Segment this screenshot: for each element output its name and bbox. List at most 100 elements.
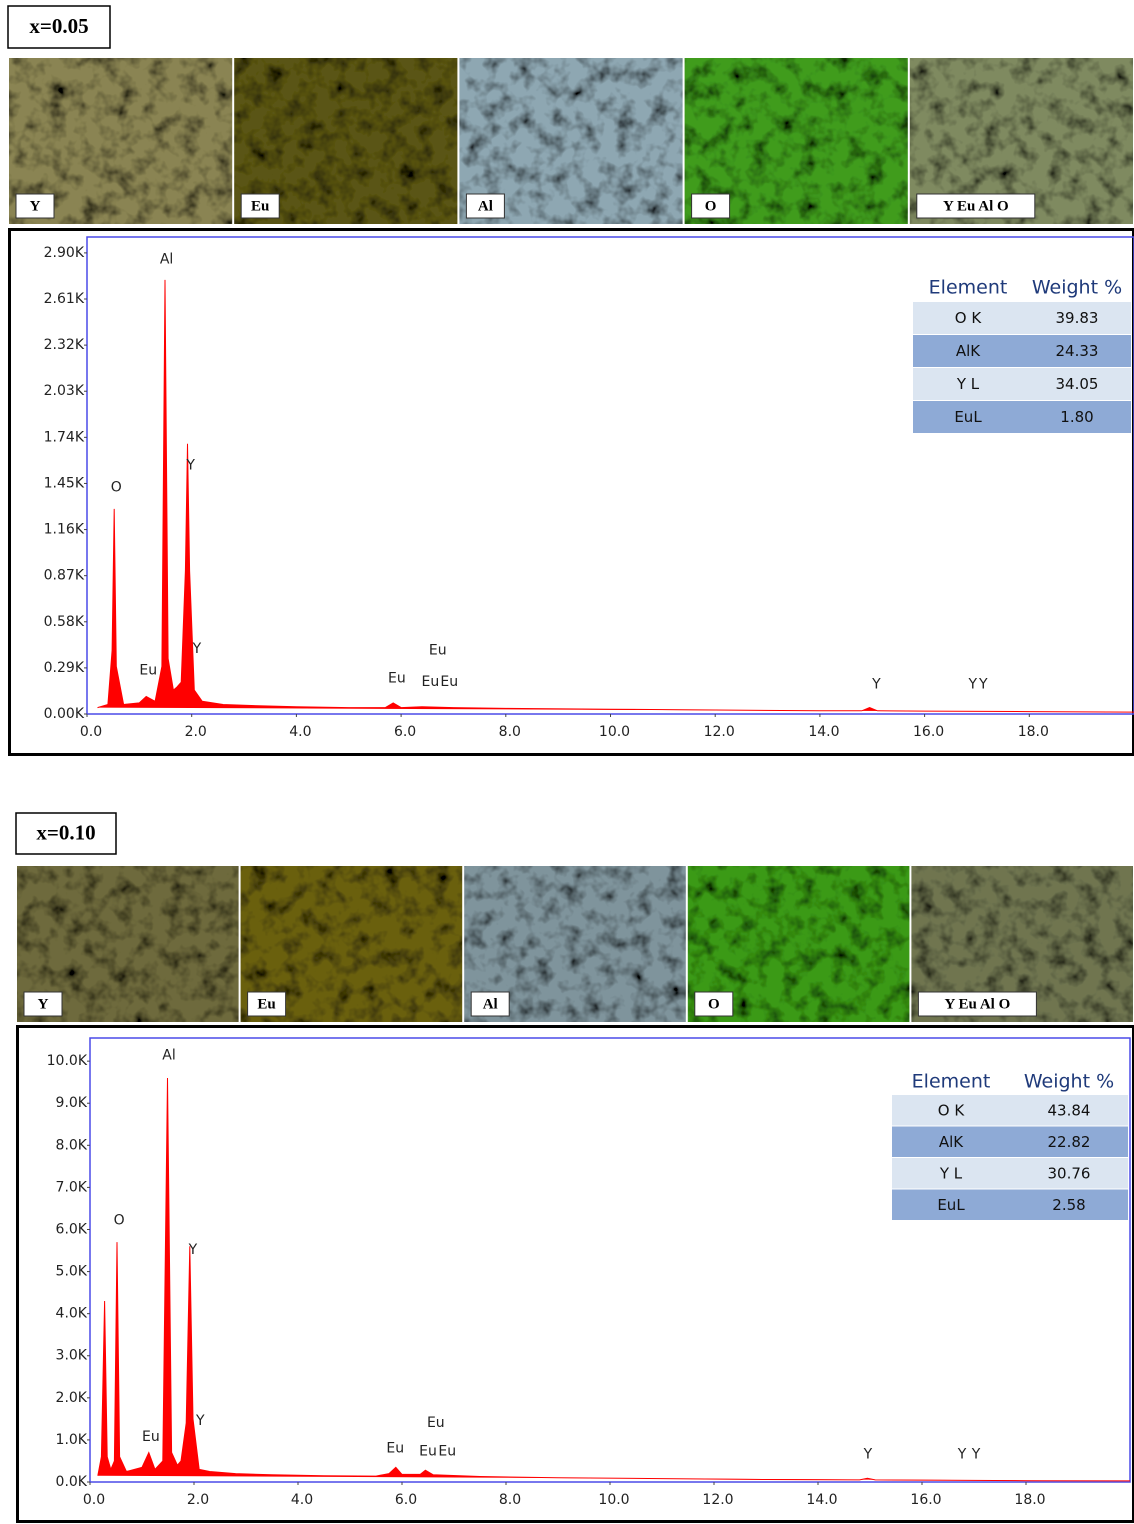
x-tick-label: 10.0 (598, 1492, 629, 1508)
table-cell: 30.76 (1048, 1164, 1091, 1182)
table-cell: 34.05 (1056, 375, 1099, 393)
peak-label: Al (160, 252, 173, 268)
y-tick-label: 0.29K (44, 660, 85, 676)
peak-label: Y (871, 676, 881, 692)
y-tick-label: 5.0K (56, 1264, 88, 1280)
y-tick-label: 1.74K (44, 429, 85, 445)
map-label: Al (483, 996, 498, 1012)
table-row (892, 1127, 1128, 1158)
y-tick-label: 1.16K (44, 522, 85, 538)
table-cell: 22.82 (1048, 1133, 1091, 1151)
table-cell: O K (938, 1101, 966, 1119)
peak-label: Eu (388, 670, 406, 686)
table-cell: Y L (939, 1164, 963, 1182)
peak-label: Y (192, 641, 202, 657)
peak-label: Y (185, 458, 195, 474)
y-tick-label: 0.87K (44, 568, 85, 584)
peak-label: Y (967, 676, 977, 692)
table-header: Element (929, 277, 1008, 299)
x-tick-label: 12.0 (704, 724, 735, 740)
table-header: Element (912, 1071, 991, 1093)
y-tick-label: 1.0K (56, 1432, 88, 1448)
map-label: O (708, 996, 720, 1012)
y-tick-label: 10.0K (47, 1053, 88, 1069)
y-tick-label: 1.45K (44, 475, 85, 491)
table-cell: EuL (954, 408, 982, 426)
map-label: O (705, 198, 717, 214)
x-tick-label: 4.0 (291, 1492, 313, 1508)
map-label: Eu (251, 198, 269, 214)
table-cell: EuL (937, 1196, 965, 1214)
peak-label: Y (971, 1446, 981, 1462)
x-tick-label: 16.0 (910, 1492, 941, 1508)
table-cell: AlK (939, 1133, 964, 1151)
peak-label: Eu (422, 674, 440, 690)
peak-label: Eu (438, 1444, 456, 1460)
map-label: Y Eu Al O (945, 996, 1011, 1012)
x-tick-label: 0.0 (80, 724, 102, 740)
peak-label: Y (957, 1446, 967, 1462)
y-tick-label: 2.61K (44, 291, 85, 307)
map-label: Y Eu Al O (943, 198, 1009, 214)
table-row (892, 1190, 1128, 1221)
peak-label: O (111, 479, 122, 495)
table-cell: 39.83 (1056, 309, 1099, 327)
y-tick-label: 3.0K (56, 1348, 88, 1364)
x-tick-label: 16.0 (913, 724, 944, 740)
map-label: Al (478, 198, 493, 214)
peak-label: Eu (386, 1441, 404, 1457)
peak-label: Eu (142, 1429, 160, 1445)
x-tick-label: 8.0 (499, 1492, 521, 1508)
x-tick-label: 14.0 (806, 1492, 837, 1508)
y-tick-label: 4.0K (56, 1306, 88, 1322)
y-tick-label: 6.0K (56, 1221, 88, 1237)
x-tick-label: 10.0 (599, 724, 630, 740)
y-tick-label: 0.58K (44, 614, 85, 630)
panel-label: x=0.10 (36, 820, 95, 844)
table-row (913, 401, 1131, 433)
table-cell: 43.84 (1048, 1101, 1091, 1119)
peak-label: O (114, 1212, 125, 1228)
peak-label: Y (863, 1446, 873, 1462)
x-tick-label: 8.0 (499, 724, 521, 740)
x-tick-label: 12.0 (702, 1492, 733, 1508)
table-cell: AlK (956, 342, 981, 360)
table-cell: 2.58 (1052, 1196, 1085, 1214)
x-tick-label: 4.0 (289, 724, 311, 740)
x-tick-label: 0.0 (83, 1492, 105, 1508)
table-cell: 1.80 (1060, 408, 1093, 426)
figure: x=0.05 Y Eu Al O Y Eu Al O 0.00K 0.29K 0.58K 0.87… (0, 0, 1134, 1524)
y-tick-label: 2.0K (56, 1390, 88, 1406)
peak-label: Eu (427, 1415, 445, 1431)
map-label: Eu (257, 996, 275, 1012)
peak-label: Y (195, 1413, 205, 1429)
y-tick-label: 2.03K (44, 383, 85, 399)
y-tick-label: 8.0K (56, 1137, 88, 1153)
map-label: Y (38, 996, 49, 1012)
x-tick-label: 2.0 (185, 724, 207, 740)
y-tick-label: 0.0K (56, 1474, 88, 1490)
y-tick-label: 9.0K (56, 1095, 88, 1111)
x-tick-label: 6.0 (395, 1492, 417, 1508)
x-tick-label: 18.0 (1018, 724, 1049, 740)
table-header: Weight % (1032, 277, 1122, 299)
map-label: Y (30, 198, 41, 214)
y-tick-label: 2.32K (44, 337, 85, 353)
x-tick-label: 6.0 (394, 724, 416, 740)
table-header: Weight % (1024, 1071, 1114, 1093)
y-tick-label: 2.90K (44, 245, 85, 261)
peak-label: Eu (429, 643, 447, 659)
table-cell: Y L (956, 375, 980, 393)
x-tick-label: 14.0 (808, 724, 839, 740)
peak-label: Eu (139, 662, 157, 678)
table-cell: O K (955, 309, 983, 327)
table-row (892, 1095, 1128, 1126)
table-row (892, 1158, 1128, 1189)
x-tick-label: 2.0 (187, 1492, 209, 1508)
y-tick-label: 0.00K (44, 706, 85, 722)
table-cell: 24.33 (1056, 342, 1099, 360)
peak-label: Eu (440, 674, 458, 690)
peak-label: Y (188, 1242, 198, 1258)
panel-label: x=0.05 (29, 14, 88, 38)
peak-label: Al (162, 1047, 175, 1063)
